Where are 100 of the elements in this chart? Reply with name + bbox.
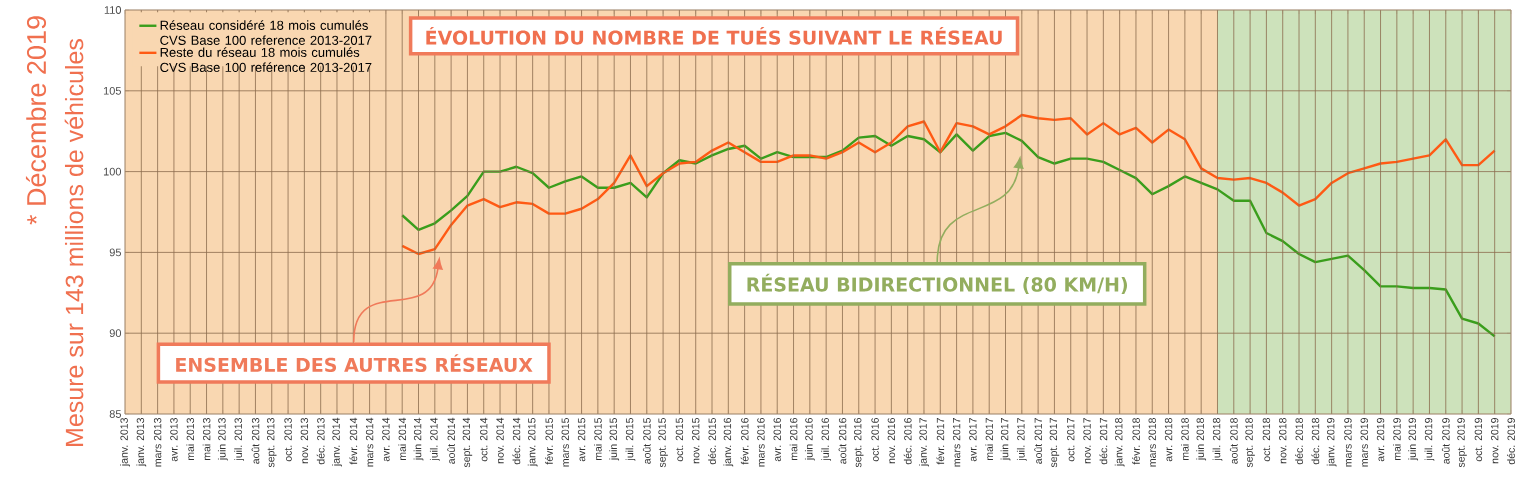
x-tick-label: mai 2013 (186, 418, 195, 461)
x-tick-label: janv. 2014 (332, 417, 342, 467)
x-tick-label: mai 2018 (1181, 418, 1189, 461)
x-tick-label: mai 2015 (594, 417, 602, 461)
x-tick-label: avr. 2019 (1376, 418, 1385, 462)
x-tick-label: août 2014 (447, 417, 455, 464)
x-tick-label: déc. 2017 (1099, 418, 1108, 465)
x-tick-label: juin 2019 (1408, 418, 1419, 461)
x-tick-label: juin 2015 (609, 418, 620, 461)
x-tick-label: juin 2013 (217, 418, 228, 461)
y-tick-label: 110 (104, 6, 122, 14)
x-tick-label: sept. 2015 (658, 417, 668, 468)
x-tick-label: janv. 2013 (136, 418, 147, 467)
text: ÉVOLUTION DU NOMBRE DE TUÉS SUIVANT LE RÉSEAU (426, 26, 1002, 45)
x-tick-label: sept. 2018 (1245, 418, 1255, 468)
x-tick-label: déc. 2013 (316, 418, 325, 465)
x-tick-label: juil. 2013 (234, 418, 245, 461)
x-tick-label: mai 2014 (398, 417, 407, 461)
text: * Décembre 2019 (25, 16, 47, 225)
x-tick-label: nov. 2014 (496, 417, 504, 464)
x-tick-label: mars 2019 (1360, 418, 1368, 467)
y-tick-label: 90 (109, 329, 122, 338)
x-tick-label: nov. 2015 (692, 417, 700, 464)
x-tick-label: mars 2016 (757, 418, 765, 467)
x-tick-label: janv. 2017 (919, 418, 929, 467)
x-tick-label: août 2017 (1034, 418, 1043, 464)
x-tick-label: févr. 2017 (936, 418, 945, 465)
x-tick-label: sept. 2019 (1457, 418, 1467, 468)
x-tick-label: oct. 2019 (1474, 418, 1483, 462)
x-tick-label: juin 2016 (804, 418, 815, 461)
x-tick-label: mai 2013 (202, 418, 211, 461)
x-tick-label: oct. 2018 (1262, 418, 1271, 462)
y-tick-label: 85 (109, 410, 121, 418)
x-tick-label: nov. 2013 (300, 418, 309, 464)
x-tick-label: mars 2019 (1344, 418, 1352, 467)
x-tick-label: mai 2016 (789, 418, 798, 461)
x-tick-label: nov. 2018 (1279, 418, 1287, 464)
x-tick-label: juin 2018 (1196, 418, 1207, 461)
legend-label: Réseau considéré 18 mois cumulés CVS Base 100 reference 2013-2017 (160, 20, 372, 45)
x-tick-label: juil. 2019 (1424, 418, 1435, 461)
x-tick-label: févr. 2018 (1132, 418, 1140, 465)
x-tick-label: janv. 2019 (1326, 418, 1337, 467)
x-tick-label: août 2018 (1229, 418, 1238, 464)
x-tick-label: sept. 2017 (1049, 418, 1060, 468)
x-tick-label: janv. 2013 (120, 418, 130, 467)
x-tick-label: juil. 2016 (821, 418, 832, 461)
x-tick-label: mars 2018 (1148, 418, 1156, 467)
annotation: ENSEMBLE DES AUTRES RÉSEAUX (176, 354, 533, 373)
x-tick-label: janv. 2018 (1114, 418, 1125, 467)
x-tick-label: nov. 2019 (1490, 418, 1499, 464)
x-tick-label: août 2019 (1441, 418, 1450, 464)
x-tick-label: avr. 2013 (170, 418, 178, 462)
x-tick-label: déc. 2016 (903, 418, 912, 465)
text: Mesure sur 143 millions de véhicules (64, 39, 84, 446)
x-tick-label: janv. 2016 (723, 418, 734, 467)
x-tick-label: oct. 2013 (284, 418, 292, 462)
x-tick-label: avr. 2014 (382, 417, 390, 462)
y-tick-label: 105 (103, 86, 121, 95)
x-tick-label: mai 2017 (985, 418, 994, 461)
x-tick-label: mai 2019 (1392, 418, 1401, 461)
x-tick-label: avr. 2018 (1164, 418, 1173, 462)
x-tick-label: oct. 2016 (871, 418, 879, 462)
x-tick-label: août 2013 (251, 418, 260, 464)
y-tick-label: 95 (109, 248, 121, 257)
annotation: RÉSEAU BIDIRECTIONNEL (80 KM/H) (747, 273, 1128, 294)
x-tick-label: déc. 2018 (1295, 418, 1303, 465)
x-tick-label: févr. 2014 (349, 417, 358, 465)
x-tick-label: nov. 2016 (887, 418, 896, 464)
x-tick-label: juin 2014 (413, 417, 424, 461)
x-tick-label: déc. 2018 (1311, 418, 1320, 465)
x-tick-label: avr. 2015 (577, 417, 586, 462)
legend-label: Reste du réseau 18 mois cumulés CVS Base 100 reférence 2013-2017 (160, 47, 372, 72)
x-tick-label: janv. 2015 (527, 417, 538, 467)
x-tick-label: sept. 2016 (854, 418, 864, 468)
line-series (401, 113, 1496, 256)
x-tick-label: juil. 2014 (429, 417, 440, 461)
x-tick-label: nov. 2017 (1083, 418, 1091, 464)
x-tick-label: sept. 2014 (462, 417, 473, 468)
x-tick-label: déc. 2019 (1507, 418, 1515, 465)
x-tick-label: avr. 2016 (773, 418, 781, 462)
x-tick-label: juil. 2015 (625, 417, 636, 461)
x-tick-label: août 2016 (838, 418, 847, 464)
x-tick-label: oct. 2014 (480, 417, 488, 462)
x-tick-label: juil. 2017 (1016, 418, 1027, 461)
x-tick-label: oct. 2017 (1067, 418, 1075, 462)
x-tick-label: août 2015 (642, 417, 651, 464)
x-tick-label: oct. 2015 (675, 417, 684, 462)
x-tick-label: sept. 2013 (267, 418, 277, 468)
x-tick-label: déc. 2014 (512, 417, 521, 465)
x-tick-label: mars 2013 (153, 418, 162, 467)
x-tick-label: juil. 2018 (1212, 418, 1223, 461)
x-tick-label: déc. 2015 (708, 417, 716, 465)
x-tick-label: mars 2014 (365, 417, 374, 467)
x-tick-label: juin 2017 (1000, 418, 1011, 461)
x-tick-label: févr. 2016 (740, 418, 749, 465)
x-tick-label: mars 2017 (952, 418, 961, 467)
x-tick-label: mars 2015 (561, 417, 569, 467)
y-tick-label: 100 (103, 167, 122, 176)
x-tick-label: févr. 2015 (545, 417, 553, 465)
x-tick-label: avr. 2017 (969, 418, 977, 462)
